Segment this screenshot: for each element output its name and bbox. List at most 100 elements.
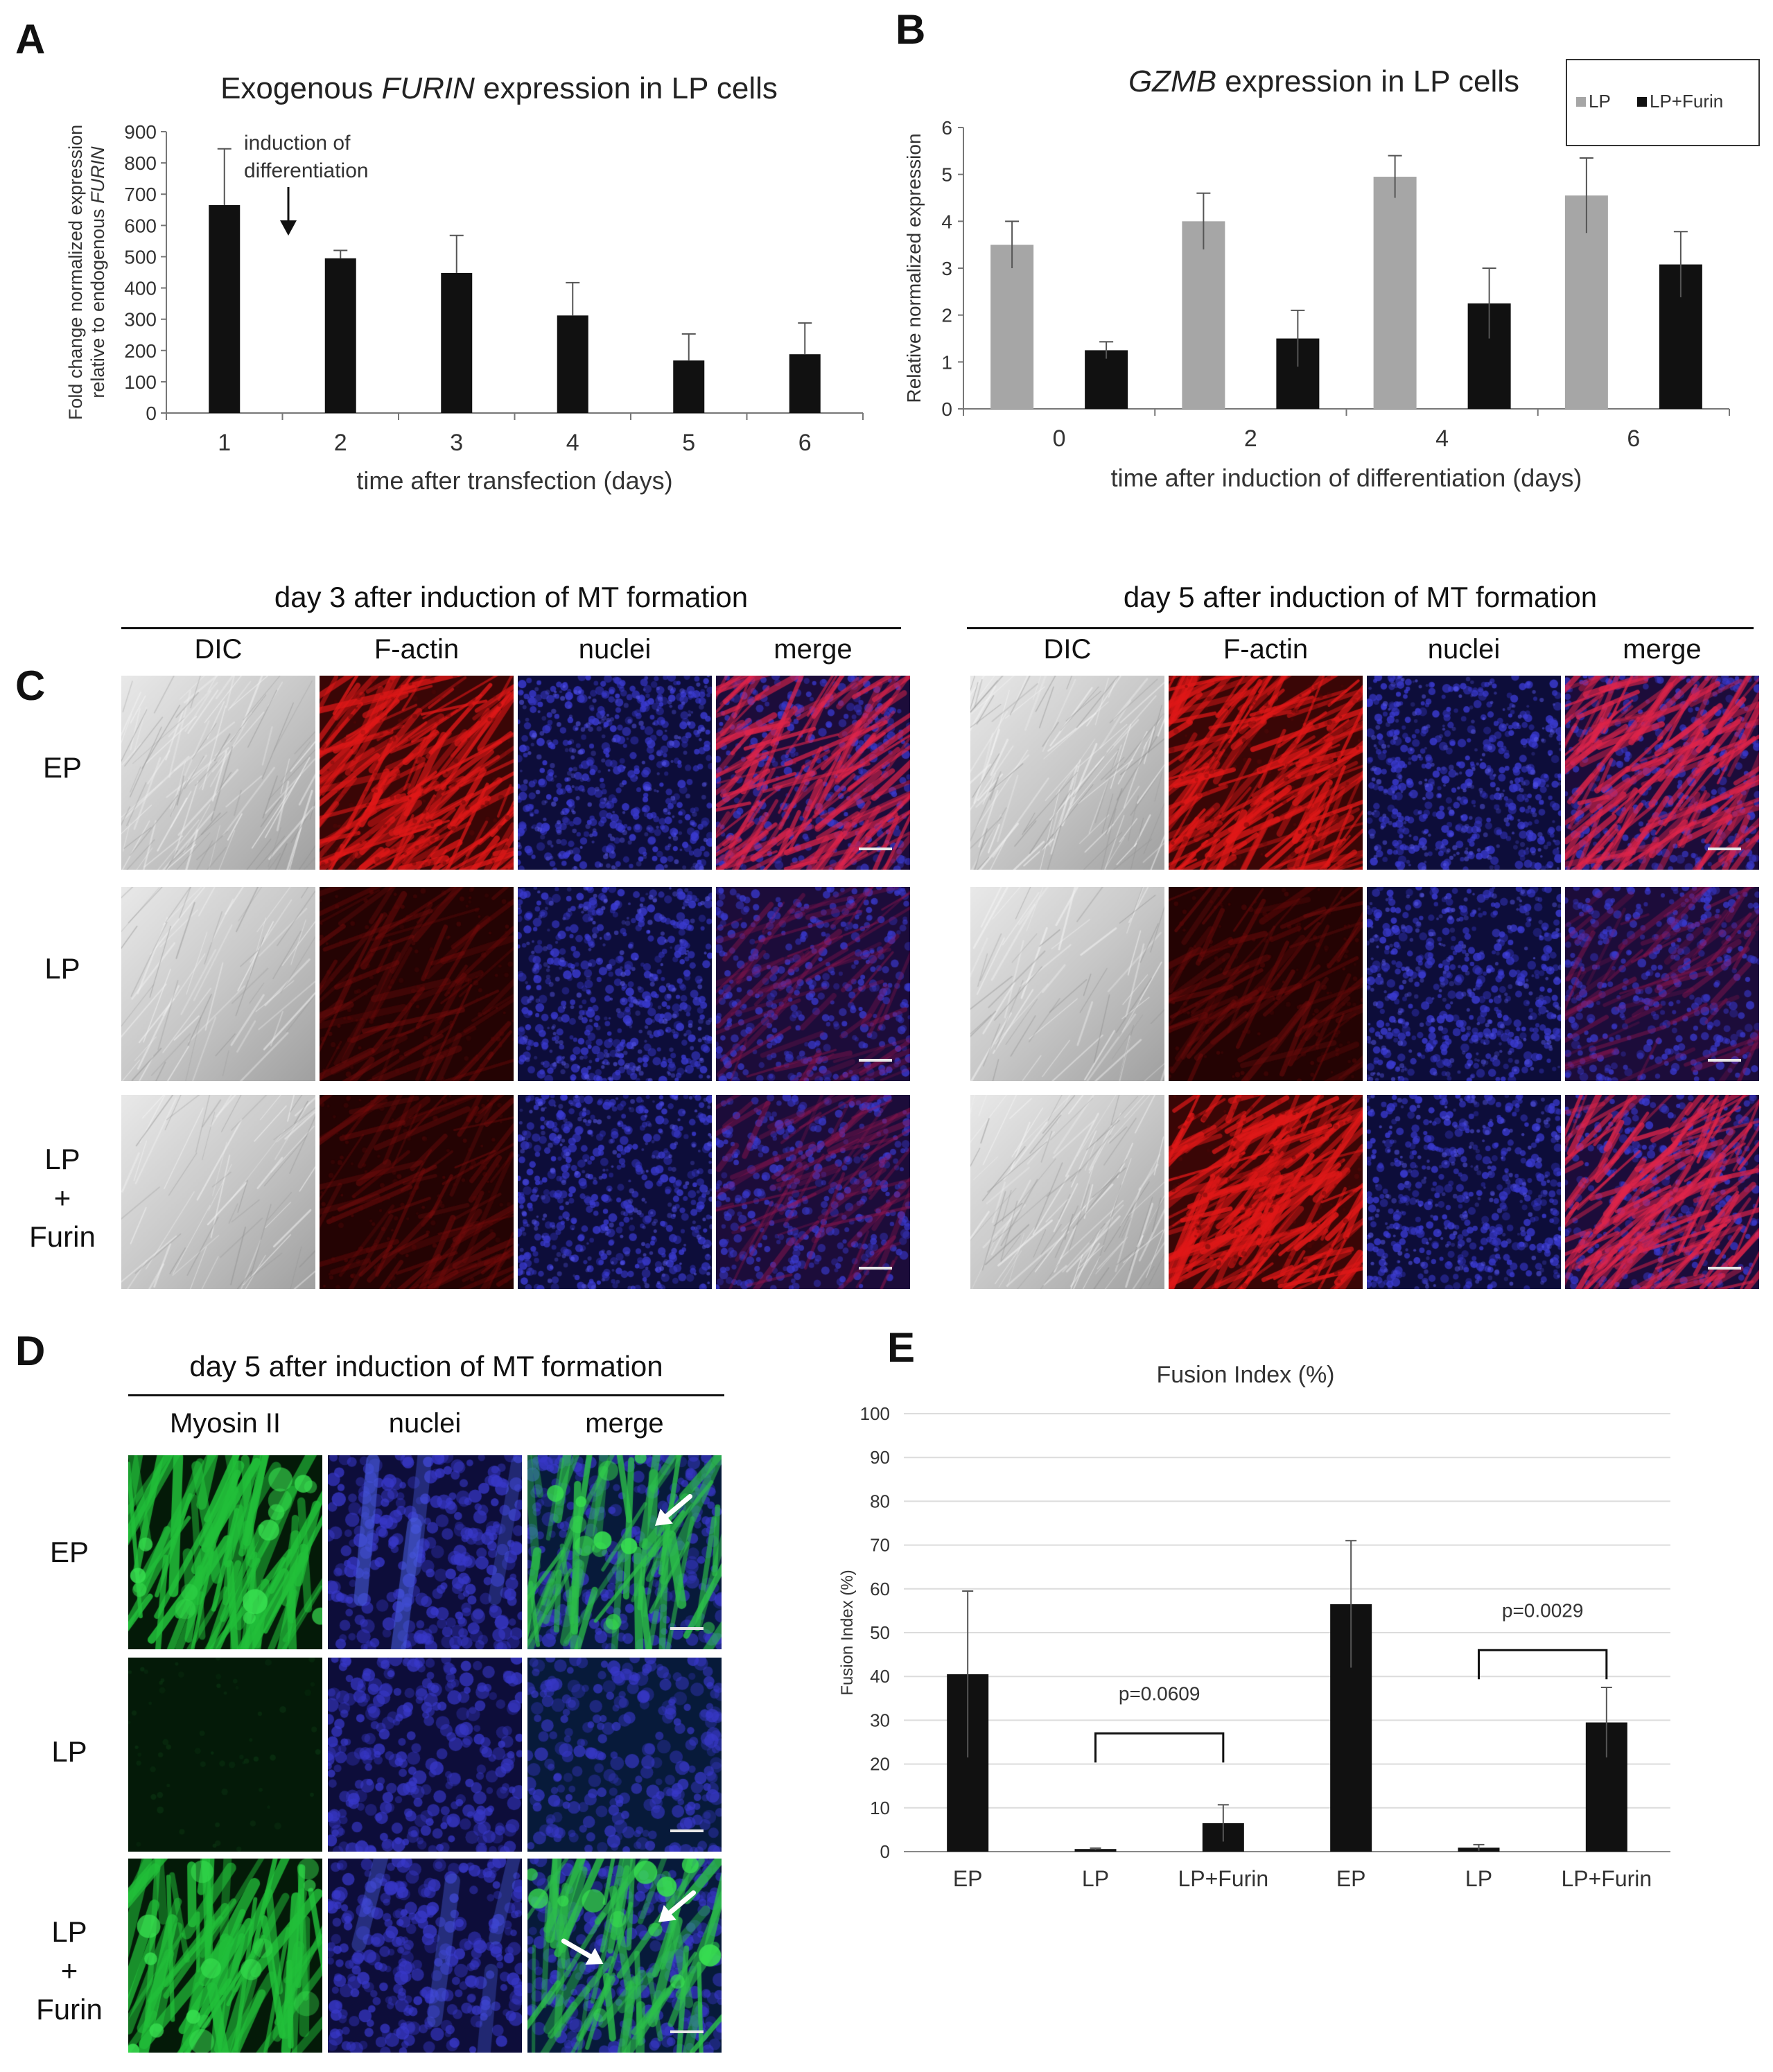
panel-label-b: B [896,6,926,53]
panel-c-tile-day5-nuclei-image [1367,887,1561,1081]
chart-e-ytick-label: 30 [870,1710,890,1730]
panel-c-left-header: day 3 after induction of MT formation [274,581,749,613]
scale-bar [670,1829,704,1832]
panel-c-tile-day3-factin [320,887,514,1081]
chart-e: Fusion Index (%) 0 10 20 30 40 50 60 70 80 90 100 EP… [838,1362,1670,1891]
panel-c-tile-day3-merge [716,676,910,870]
panel-c-tile-day5-factin [1169,887,1363,1081]
panel-c-tile-day5-dic [970,1095,1164,1289]
scale-bar [859,848,892,850]
panel-d-tile-nucleiD [328,1455,522,1649]
panel-c-tile-day5-factin-image [1169,887,1363,1081]
chart-a-bar [441,272,473,413]
chart-a-ytick-label: 0 [146,403,157,424]
chart-b-ytick-label: 2 [941,305,952,326]
panel-c-tile-day3-dic [121,676,315,870]
chart-e-ytick-label: 100 [860,1403,890,1424]
panel-d-tile-mergeD-image [527,1658,722,1852]
chart-a: Exogenous FURIN expression in LP cells 0 1… [65,71,864,495]
chart-a-title: Exogenous FURIN expression in LP cells [220,71,778,105]
panel-c-tile-day5-nuclei-image [1367,1095,1561,1289]
panel-c-tile-day3-dic [121,887,315,1081]
panel-c-tile-day5-merge [1565,1095,1759,1289]
panel-d-tile-mergeD [527,1658,722,1852]
chart-b-legend-swatch-lp-furin [1637,97,1647,107]
panel-d-tile-nucleiD-image [328,1658,522,1852]
chart-b-ytick-label: 1 [941,351,952,373]
chart-e-ytick-label: 60 [870,1579,890,1599]
chart-e-ylabel: Fusion Index (%) [838,1570,857,1695]
chart-a-arrow-head [280,220,297,236]
panel-d-tile-mergeD [527,1859,722,2053]
panel-c-tile-day5-factin-image [1169,1095,1363,1289]
panel-d-tile-myosin-image [128,1658,322,1852]
chart-b-bar-lp [1182,221,1225,409]
panel-c-column-label: DIC [1043,634,1092,665]
chart-a-bar [209,205,241,413]
panel-c-tile-day5-merge [1565,676,1759,870]
panel-c-right-rule [967,627,1754,629]
chart-e-ytick-label: 0 [880,1841,890,1862]
panel-c-tile-day5-dic-image [970,676,1164,870]
panel-c-tile-day3-factin-image [320,676,514,870]
chart-b-xtick-label: 0 [1053,425,1066,452]
chart-e-ytick-label: 80 [870,1491,890,1511]
panel-d-column-label: Myosin II [169,1408,281,1439]
panel-d-tile-mergeD [527,1455,722,1649]
panel-c-tile-day5-factin [1169,676,1363,870]
panel-d-column-label: merge [585,1408,664,1439]
panel-d-column-label: nuclei [388,1408,462,1439]
chart-e-title: Fusion Index (%) [1157,1362,1335,1388]
panel-c-column-label: F-actin [374,634,460,665]
panel-label-d: D [15,1328,46,1374]
chart-e-xtick-label: LP+Furin [1561,1866,1652,1891]
chart-e-ytick-label: 50 [870,1622,890,1643]
chart-b-legend-label-lp: LP [1589,91,1611,112]
panel-d-tile-nucleiD [328,1658,522,1852]
chart-a-ytick-label: 200 [124,340,157,362]
chart-a-xlabel: time after transfection (days) [356,466,672,495]
panel-c-row-label: EP [42,751,82,784]
chart-b-xlabel: time after induction of differentiation … [1111,464,1582,492]
chart-b-ytick-label: 5 [941,164,952,186]
panel-d-header: day 5 after induction of MT formation [189,1350,663,1382]
chart-b-legend [1566,59,1760,146]
chart-a-xtick-label: 6 [798,430,812,456]
panel-c-tile-day5-merge-image [1565,676,1759,870]
panel-c-tile-day5-dic [970,887,1164,1081]
panel-c-tile-day5-nuclei [1367,887,1561,1081]
scale-bar [1708,848,1741,850]
scale-bar [670,2030,704,2033]
chart-b-ylabel: Relative normalized expression [903,133,925,403]
chart-a-bar [673,360,705,413]
chart-a-ylabel-line2: relative to endogenous FURIN [87,146,108,398]
panel-c-tile-day3-merge-image [716,1095,910,1289]
chart-a-xtick-label: 4 [566,430,579,456]
panel-c-column-label: nuclei [578,634,652,665]
panel-c-tile-day3-factin [320,676,514,870]
panel-c-tile-day3-factin-image [320,1095,514,1289]
chart-e-xtick-label: LP [1465,1866,1492,1891]
chart-a-bar [789,354,821,413]
panel-c-tile-day3-nuclei-image [518,676,712,870]
chart-e-significance-bracket [1094,1732,1225,1763]
panel-label-c: C [15,662,46,709]
panel-c-tile-day5-nuclei [1367,676,1561,870]
chart-e-ytick-label: 70 [870,1535,890,1556]
chart-a-ylabel: Fold change normalized expression [65,125,86,420]
panel-d-tile-nucleiD [328,1859,522,2053]
chart-b-xtick-label: 6 [1627,425,1640,452]
panel-c-tile-day3-dic-image [121,887,315,1081]
chart-e-bar [1074,1849,1117,1852]
panel-c-tile-day3-nuclei [518,676,712,870]
panel-c-right-header: day 5 after induction of MT formation [1123,581,1598,613]
panel-d-tile-mergeD-image [527,1859,722,2053]
panel-c-tile-day3-factin-image [320,887,514,1081]
panel-c-tile-day3-nuclei-image [518,1095,712,1289]
panel-c-tile-day3-nuclei [518,887,712,1081]
panel-c-tile-day3-merge [716,887,910,1081]
panel-c-tile-day3-nuclei-image [518,887,712,1081]
chart-a-ytick-label: 900 [124,121,157,143]
panel-c-tile-day5-factin [1169,1095,1363,1289]
panel-c-column-label: merge [1623,634,1702,665]
